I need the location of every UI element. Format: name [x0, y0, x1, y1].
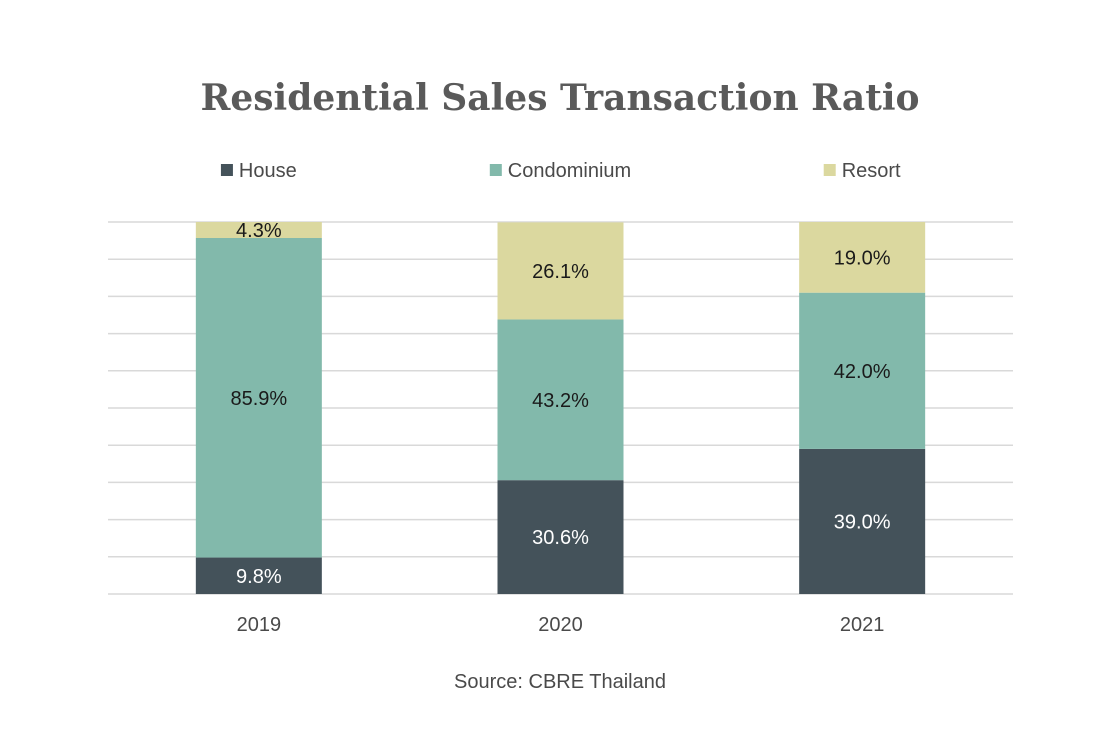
legend-label-resort: Resort: [842, 160, 901, 182]
bar-segment-house-2021: [799, 448, 926, 594]
bar-segment-condominium-2020: [497, 319, 624, 481]
data-label-house-2020: 30.6%: [532, 527, 589, 549]
legend-swatch-house: [220, 164, 233, 176]
category-axis: 2019 2020 2021: [237, 614, 885, 636]
data-label-house-2021: 39.0%: [834, 511, 891, 533]
data-label-resort-2021: 19.0%: [834, 247, 891, 269]
data-label-condominium-2021: 42.0%: [834, 361, 891, 383]
bar-segment-condominium-2019: [195, 237, 322, 558]
bar-segment-condominium-2021: [799, 292, 926, 449]
bar-segment-resort-2019: [195, 222, 322, 238]
bar-segment-house-2019: [195, 557, 322, 594]
source-note: Source: CBRE Thailand: [454, 671, 666, 693]
legend-label-house: House: [239, 160, 297, 182]
category-label-2021: 2021: [840, 614, 885, 636]
bar-segment-house-2020: [497, 480, 624, 594]
category-label-2020: 2020: [538, 614, 583, 636]
data-label-resort-2020: 26.1%: [532, 261, 589, 283]
bar-segment-resort-2021: [799, 222, 926, 293]
legend-swatch-resort: [823, 164, 836, 176]
chart-title: Residential Sales Transaction Ratio: [200, 77, 919, 119]
legend-swatch-condominium: [489, 164, 502, 176]
data-label-house-2019: 9.8%: [236, 566, 282, 588]
bars: 9.8% 85.9% 4.3% 30.6% 43.2% 26.1% 39.0% 42.0% 19…: [195, 220, 926, 594]
data-label-resort-2019: 4.3%: [236, 220, 282, 242]
bar-segment-resort-2020: [497, 222, 624, 320]
data-label-condominium-2020: 43.2%: [532, 390, 589, 412]
data-label-condominium-2019: 85.9%: [230, 388, 287, 410]
legend: House Condominium Resort: [220, 160, 901, 182]
category-label-2019: 2019: [237, 614, 282, 636]
legend-label-condominium: Condominium: [508, 160, 631, 182]
